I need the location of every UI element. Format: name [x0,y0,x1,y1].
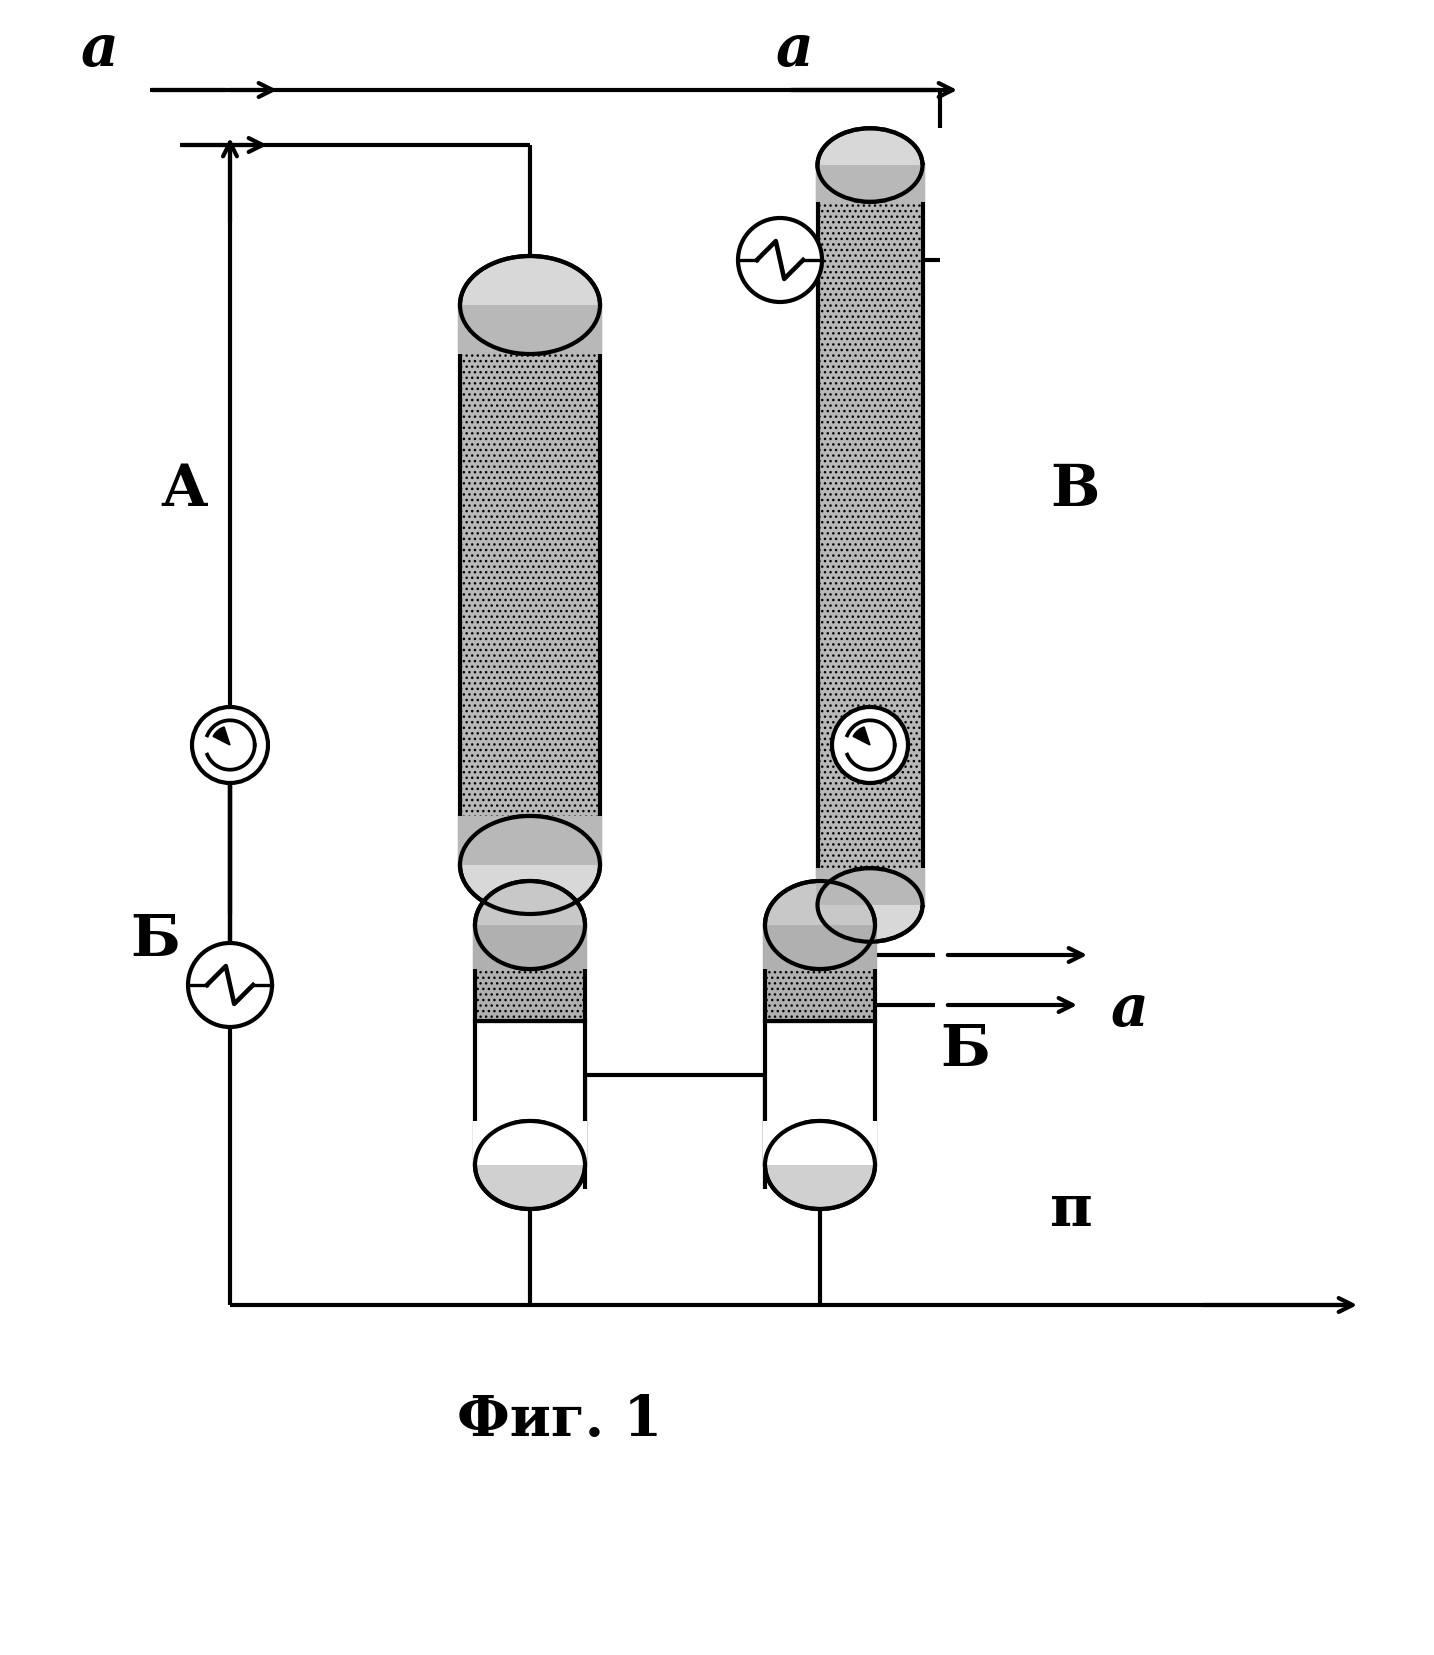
Ellipse shape [817,869,922,942]
Text: Б: Б [941,1021,989,1077]
Circle shape [188,943,272,1028]
Bar [817,166,922,905]
Bar [764,1021,875,1165]
Bar [475,1021,585,1165]
Bar [816,869,925,905]
Bar [457,816,602,866]
Ellipse shape [817,129,922,202]
Ellipse shape [764,882,875,970]
Ellipse shape [475,882,585,970]
Text: a: a [80,22,118,78]
Text: Б: Б [130,912,179,968]
Bar [457,306,602,354]
Bar [764,925,875,1021]
Ellipse shape [475,1122,585,1210]
Bar [763,1122,878,1165]
Circle shape [739,218,822,303]
Bar [816,166,925,202]
Polygon shape [214,728,229,745]
Polygon shape [853,728,870,745]
Ellipse shape [764,1122,875,1210]
Text: a: a [774,22,813,78]
Bar [473,925,587,970]
Text: a: a [1110,981,1147,1038]
Bar [473,1122,587,1165]
Text: А: А [161,462,208,518]
Ellipse shape [460,257,599,354]
Circle shape [832,708,908,783]
Text: В: В [1050,462,1100,518]
Text: Фиг. 1: Фиг. 1 [457,1392,663,1446]
Ellipse shape [460,816,599,915]
Circle shape [192,708,268,783]
Bar [460,306,599,866]
Text: п: п [1050,1182,1093,1238]
Bar [763,925,878,970]
Bar [475,925,585,1021]
